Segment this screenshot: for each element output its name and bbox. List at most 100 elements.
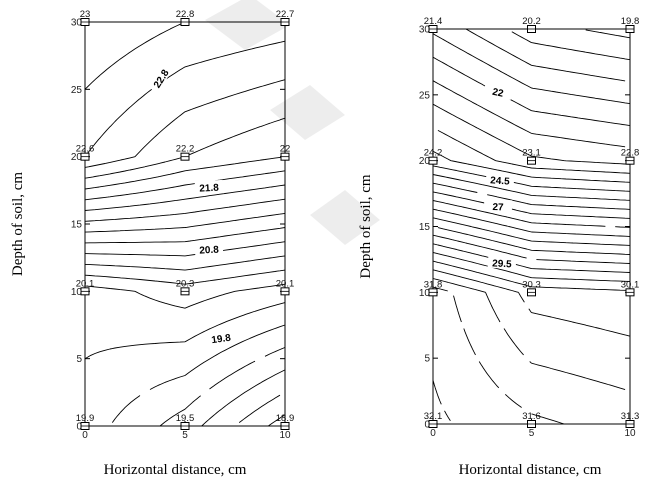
contour-line — [159, 346, 286, 427]
contour-line — [432, 269, 631, 337]
sensor-markers: 23 22.8 22.7 22.6 22.2 22 20.1 20.3 20.1 19.9 19.5… — [76, 9, 295, 430]
contour-label-bg — [194, 241, 224, 256]
contour-line — [432, 103, 631, 165]
contour-lines — [432, 28, 631, 425]
sensor-value-label: 32.1 — [424, 411, 443, 422]
contour-lines — [84, 21, 286, 427]
y-tick-label: 0 — [424, 420, 430, 431]
y-tick-label: 30 — [71, 18, 83, 29]
y-tick-label: 0 — [76, 422, 82, 433]
contour-line — [432, 379, 451, 421]
contour-line — [432, 182, 631, 210]
contour-line — [84, 40, 286, 157]
x-tick-label: 0 — [82, 430, 88, 441]
x-tick-label: 10 — [624, 428, 636, 439]
contour-line — [84, 79, 286, 168]
contour-line — [437, 227, 631, 255]
x-axis-title: Horizontal distance, cm — [459, 462, 602, 478]
y-tick-label: 10 — [71, 287, 83, 298]
sensor-value-label: 20.3 — [176, 278, 195, 289]
contour-line — [432, 165, 631, 192]
contour-line — [84, 198, 286, 222]
sensor-value-label: 23 — [80, 9, 91, 20]
contour-line — [585, 29, 631, 39]
contour-line — [465, 28, 626, 82]
contour-line — [432, 260, 631, 291]
contour-line — [84, 269, 286, 285]
contour-line — [432, 56, 631, 127]
x-tick-label: 10 — [279, 430, 291, 441]
contour-line — [432, 278, 626, 391]
sensor-value-label: 22 — [280, 144, 291, 155]
contour-line — [432, 174, 631, 201]
y-tick-label: 5 — [76, 354, 82, 365]
x-tick-label: 5 — [182, 430, 188, 441]
contour-label: 19.8 — [211, 333, 232, 347]
sensor-value-label: 30.3 — [522, 279, 541, 290]
x-axis-title: Horizontal distance, cm — [104, 462, 247, 478]
contour-labels: 22 24.5 27 29.5 — [483, 82, 517, 270]
sensor-value-label: 20.1 — [76, 278, 95, 289]
sensor-value-label: 19.9 — [76, 413, 95, 424]
y-axis-title: Depth of soil, cm — [358, 174, 374, 278]
y-tick-label: 20 — [71, 152, 83, 163]
contour-line — [432, 217, 631, 246]
contour-label: 27 — [492, 202, 504, 213]
axis-ticks: 0 5 10 15 20 25 30 0 5 10 — [71, 18, 291, 442]
contour-line — [432, 33, 631, 105]
y-tick-label: 25 — [419, 90, 431, 101]
contour-line — [84, 21, 186, 90]
sensor-value-label: 19.5 — [176, 413, 195, 424]
sensor-value-label: 18.9 — [276, 413, 295, 424]
contour-line — [84, 156, 286, 190]
y-tick-label: 5 — [424, 354, 430, 365]
sensor-value-label: 22.7 — [276, 9, 295, 20]
contour-panel-left: 0 5 10 15 20 25 30 0 5 10 22.8 21.8 20.8 19.8 23 22.8… — [10, 9, 294, 478]
contour-line — [432, 286, 565, 425]
contour-line — [437, 129, 631, 174]
contour-line — [84, 255, 286, 271]
contour-line — [432, 234, 631, 264]
contour-label-bg — [485, 172, 515, 187]
y-tick-label: 30 — [419, 25, 431, 36]
contour-label-bg — [194, 179, 224, 194]
contour-label: 20.8 — [199, 245, 219, 257]
contour-label-bg — [147, 62, 173, 94]
y-tick-label: 25 — [71, 85, 83, 96]
x-tick-label: 0 — [430, 428, 436, 439]
y-tick-label: 15 — [71, 220, 83, 231]
contour-line — [84, 212, 286, 233]
contour-labels: 22.821.820.819.8 — [147, 62, 236, 347]
y-tick-label: 10 — [419, 288, 431, 299]
y-axis-title: Depth of soil, cm — [10, 172, 26, 276]
contour-line — [201, 369, 286, 427]
contour-label-bg — [206, 329, 236, 346]
watermark — [205, 0, 380, 245]
sensor-value-label: 31.6 — [522, 411, 541, 422]
contour-label-bg — [483, 199, 513, 213]
sensor-value-label: 20.1 — [276, 278, 295, 289]
contour-line — [84, 302, 286, 360]
contour-line — [432, 191, 631, 219]
contour-line — [238, 394, 281, 423]
contour-line — [84, 283, 286, 309]
contour-label-bg — [483, 82, 514, 101]
sensor-value-label: 21.4 — [424, 16, 443, 27]
contour-label: 21.8 — [199, 183, 219, 195]
contour-line — [432, 200, 631, 228]
x-tick-label: 5 — [529, 428, 535, 439]
contour-label: 24.5 — [490, 175, 511, 187]
sensor-markers: 21.4 20.2 19.8 24.2 23.1 22.8 31.8 30.3 30.1 32.1… — [424, 16, 639, 428]
contour-label-bg — [487, 255, 517, 270]
contour-line — [432, 80, 626, 148]
sensor-value-label: 31.8 — [424, 279, 443, 290]
y-tick-label: 20 — [419, 156, 431, 167]
y-tick-label: 15 — [419, 222, 431, 233]
axis-ticks: 0 5 10 15 20 25 30 0 5 10 — [419, 25, 636, 440]
sensor-value-label: 23.1 — [522, 148, 541, 159]
contour-line — [84, 241, 286, 257]
sensor-value-label: 24.2 — [424, 148, 443, 159]
sensor-value-label: 20.2 — [522, 16, 541, 27]
contour-line — [268, 414, 286, 427]
contour-line — [111, 324, 286, 423]
